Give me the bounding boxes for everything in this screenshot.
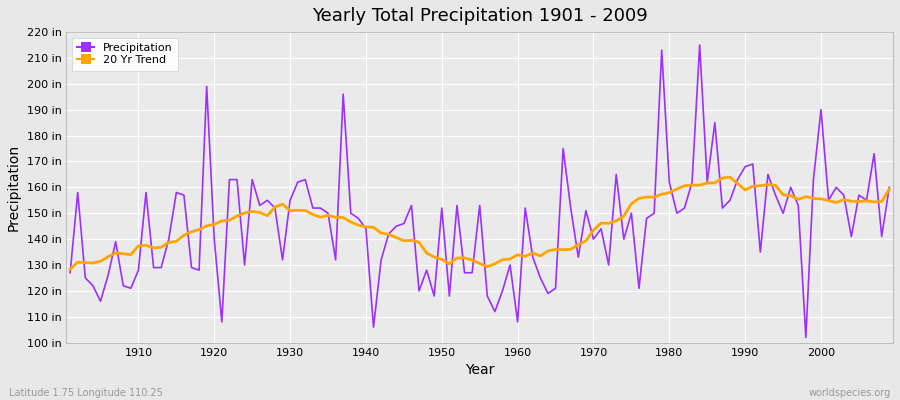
Y-axis label: Precipitation: Precipitation: [7, 144, 21, 231]
Title: Yearly Total Precipitation 1901 - 2009: Yearly Total Precipitation 1901 - 2009: [311, 7, 648, 25]
Text: worldspecies.org: worldspecies.org: [809, 388, 891, 398]
X-axis label: Year: Year: [465, 363, 494, 377]
Text: Latitude 1.75 Longitude 110.25: Latitude 1.75 Longitude 110.25: [9, 388, 163, 398]
Legend: Precipitation, 20 Yr Trend: Precipitation, 20 Yr Trend: [72, 38, 178, 71]
